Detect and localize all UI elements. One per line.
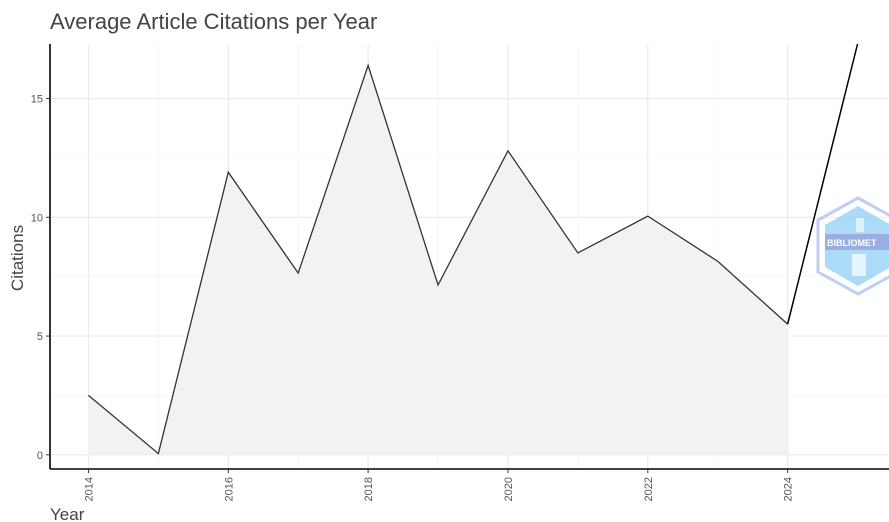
chart-title: Average Article Citations per Year: [50, 9, 377, 34]
y-tick-label: 10: [31, 212, 43, 224]
bibliometrix-logo-icon: BIBLIOMET: [816, 196, 889, 296]
y-ticks: 0 5 10 15: [31, 94, 50, 462]
x-tick-label: 2014: [83, 477, 95, 501]
citations-area: [88, 65, 788, 455]
x-tick-label: 2022: [643, 477, 655, 501]
y-axis-label: Citations: [8, 225, 27, 291]
x-tick-label: 2020: [503, 477, 515, 501]
series-group: [88, 43, 859, 455]
x-tick-label: 2016: [223, 477, 235, 501]
x-axis-label: Year: [50, 505, 85, 522]
y-tick-label: 5: [37, 331, 43, 343]
x-tick-label: 2024: [783, 477, 795, 501]
x-ticks: 2014 2016 2018 2020 2022 2024: [83, 469, 795, 501]
x-tick-label: 2018: [363, 477, 375, 501]
y-tick-label: 15: [31, 94, 43, 106]
citations-line-last-segment: [786, 43, 859, 325]
y-tick-label: 0: [37, 450, 43, 462]
logo-text: BIBLIOMET: [827, 238, 877, 248]
